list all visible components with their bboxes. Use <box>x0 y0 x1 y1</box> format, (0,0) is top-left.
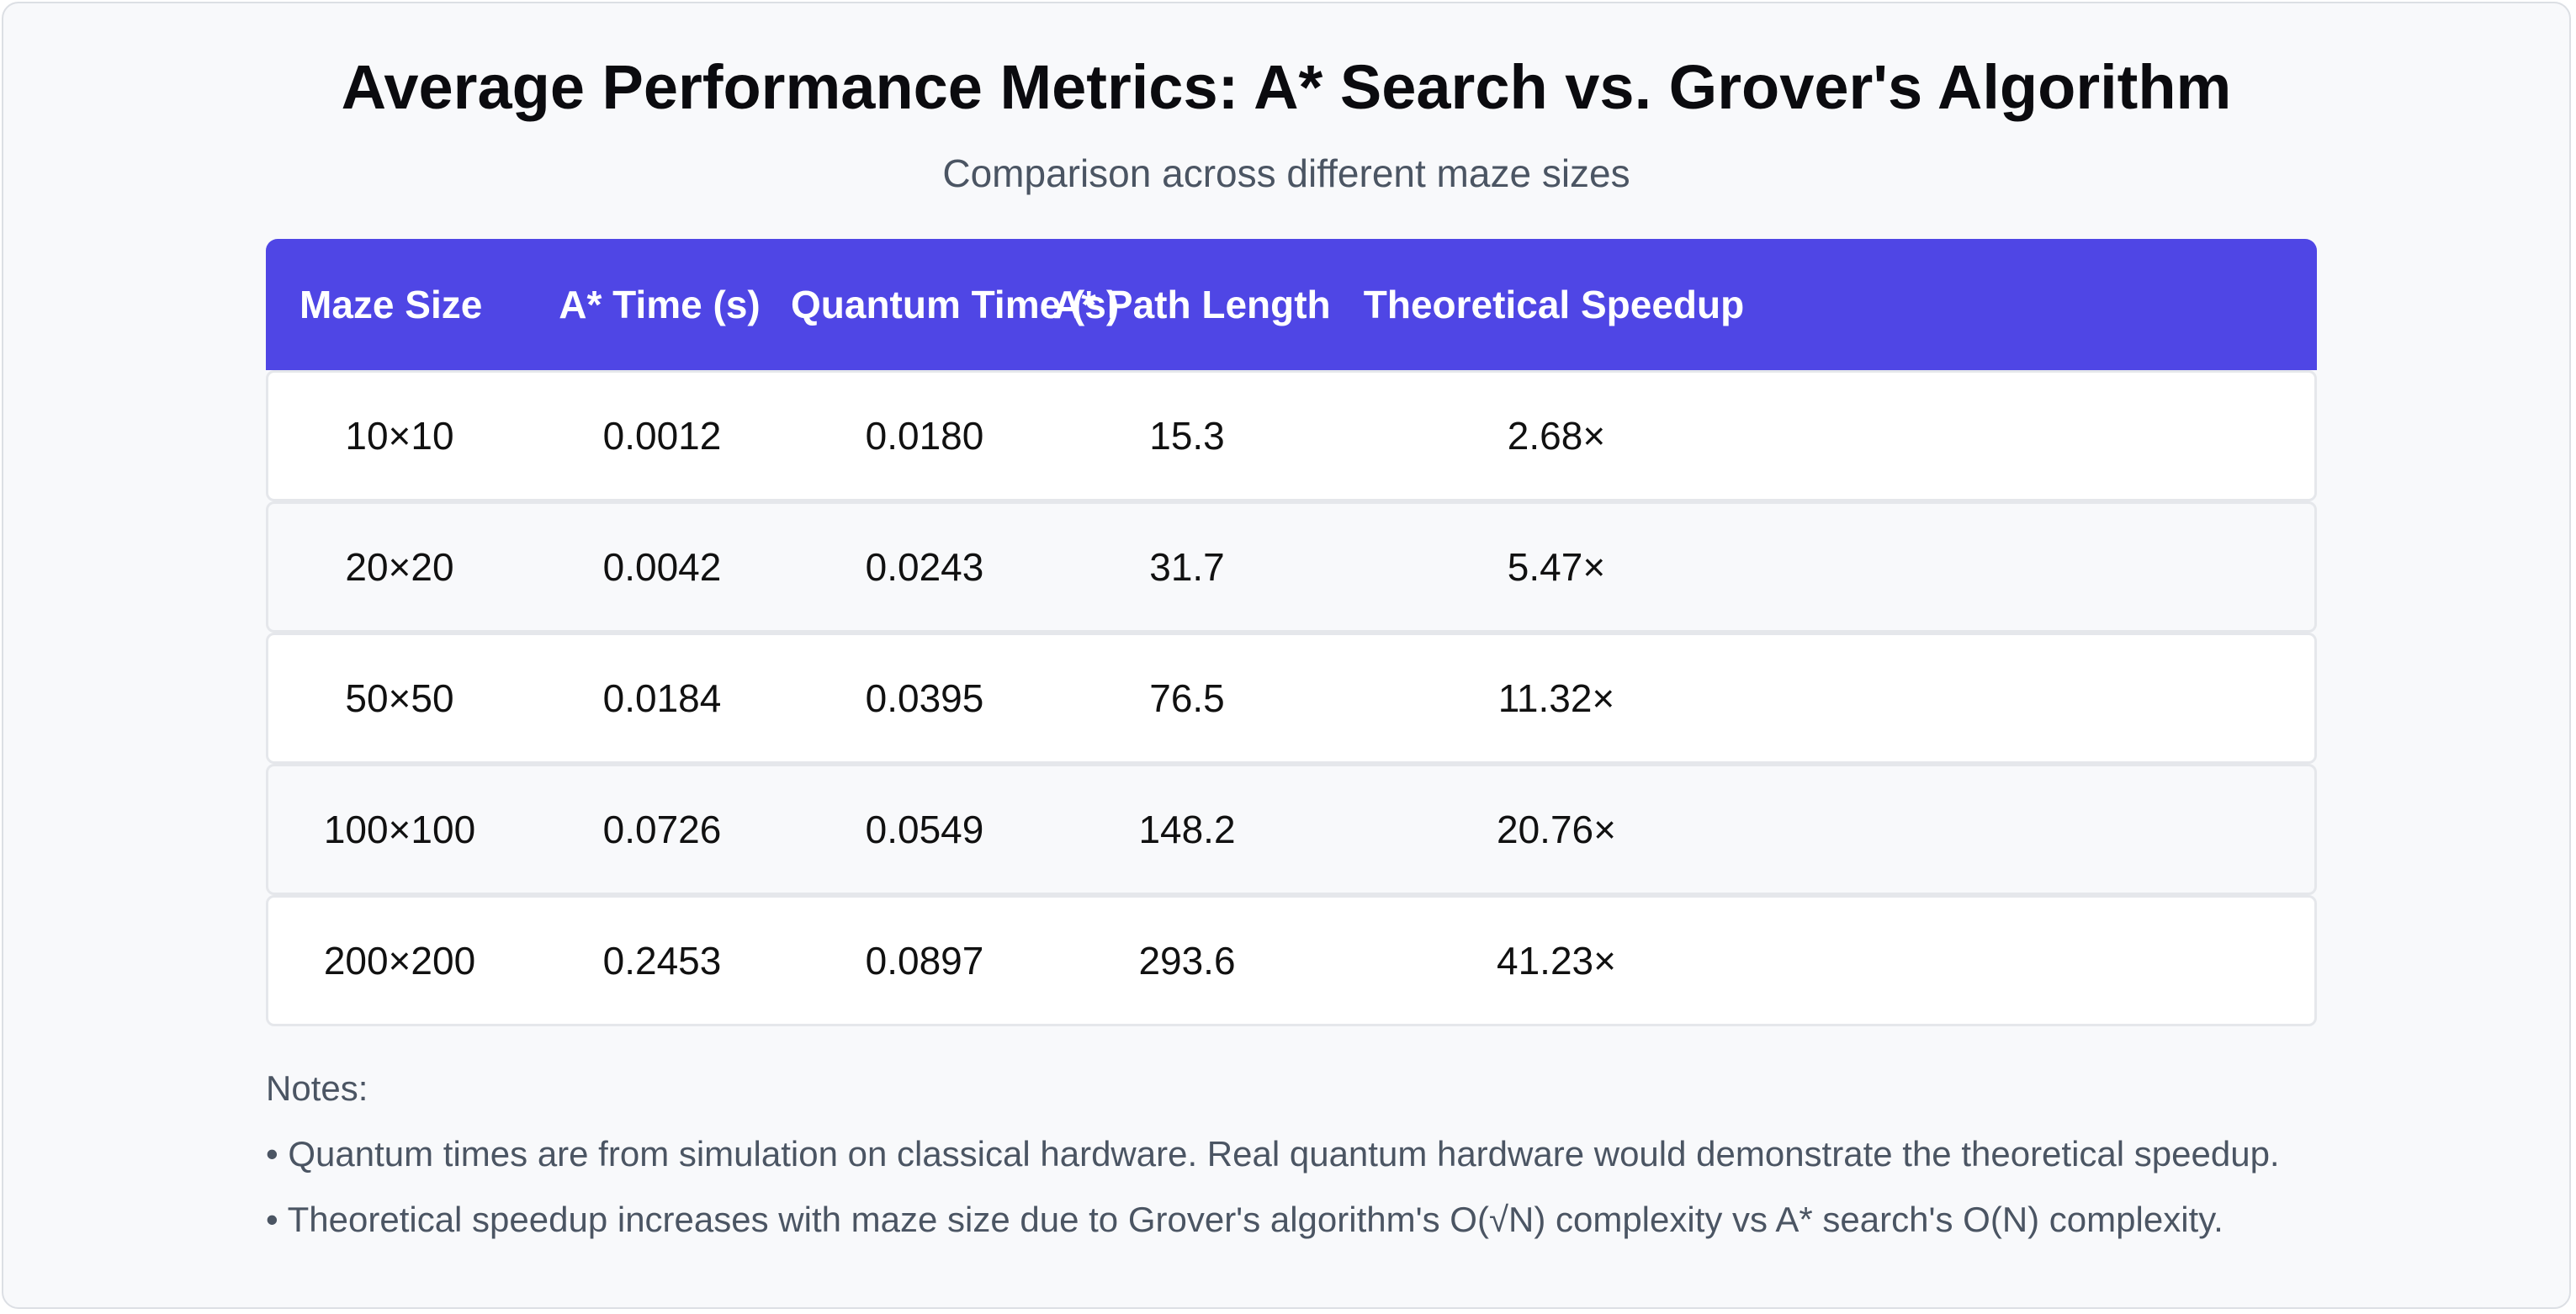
cell-maze-size: 50×50 <box>345 676 454 720</box>
cell-maze-size: 200×200 <box>323 939 476 983</box>
note-item: • Theoretical speedup increases with maz… <box>266 1200 2224 1239</box>
notes-heading: Notes: <box>266 1068 368 1108</box>
table-row: 20×20 0.0042 0.0243 31.7 5.47× <box>266 501 2317 633</box>
cell-quantum-time: 0.0549 <box>865 808 984 851</box>
cell-maze-size: 20×20 <box>345 545 454 589</box>
cell-quantum-time: 0.0180 <box>865 414 984 458</box>
cell-path-length: 148.2 <box>1138 808 1236 851</box>
table-row: 10×10 0.0012 0.0180 15.3 2.68× <box>266 370 2317 501</box>
header-astar-time: A* Time (s) <box>559 283 761 326</box>
table-row: 100×100 0.0726 0.0549 148.2 20.76× <box>266 764 2317 895</box>
cell-path-length: 31.7 <box>1149 545 1225 589</box>
cell-path-length: 15.3 <box>1149 414 1225 458</box>
cell-astar-time: 0.0726 <box>602 808 722 851</box>
cell-astar-time: 0.0184 <box>602 676 722 720</box>
chart-title: Average Performance Metrics: A* Search v… <box>341 52 2232 122</box>
table-header: Maze Size A* Time (s) Quantum Time (s) A… <box>266 239 2317 370</box>
cell-speedup: 5.47× <box>1507 545 1606 589</box>
cell-astar-time: 0.2453 <box>602 939 722 983</box>
note-item: • Quantum times are from simulation on c… <box>266 1134 2280 1174</box>
cell-path-length: 293.6 <box>1138 939 1236 983</box>
cell-path-length: 76.5 <box>1149 676 1225 720</box>
chart-subtitle: Comparison across different maze sizes <box>942 151 1630 195</box>
cell-quantum-time: 0.0395 <box>865 676 984 720</box>
cell-speedup: 41.23× <box>1497 939 1616 983</box>
header-quantum-time: Quantum Time (s) <box>791 283 1120 326</box>
cell-astar-time: 0.0042 <box>602 545 722 589</box>
table-row: 200×200 0.2453 0.0897 293.6 41.23× <box>266 895 2317 1026</box>
cell-quantum-time: 0.0897 <box>865 939 984 983</box>
cell-speedup: 11.32× <box>1497 676 1615 720</box>
header-maze-size: Maze Size <box>299 283 483 326</box>
cell-quantum-time: 0.0243 <box>865 545 984 589</box>
notes-section: Notes: • Quantum times are from simulati… <box>266 1065 2280 1262</box>
cell-maze-size: 100×100 <box>323 808 476 851</box>
header-speedup: Theoretical Speedup <box>1363 283 1745 326</box>
header-path-length: A* Path Length <box>1053 283 1331 326</box>
cell-speedup: 2.68× <box>1507 414 1606 458</box>
cell-speedup: 20.76× <box>1497 808 1616 851</box>
metrics-table: Maze Size A* Time (s) Quantum Time (s) A… <box>266 239 2317 1026</box>
cell-astar-time: 0.0012 <box>602 414 722 458</box>
cell-maze-size: 10×10 <box>345 414 454 458</box>
table-row: 50×50 0.0184 0.0395 76.5 11.32× <box>266 633 2317 764</box>
